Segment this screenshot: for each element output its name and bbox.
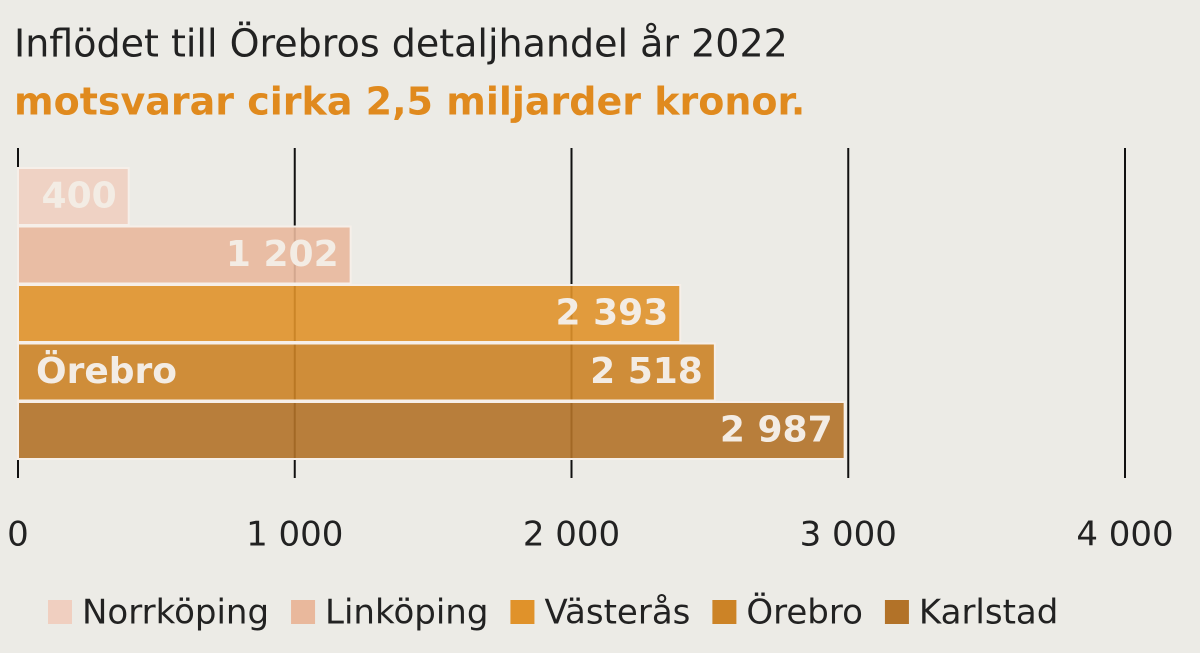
- legend-swatch: [712, 600, 737, 624]
- legend-label: Västerås: [544, 593, 690, 633]
- chart-title: Inflödet till Örebros detaljhandel år 20…: [14, 22, 788, 66]
- bar: [17, 284, 682, 343]
- chart-subtitle: motsvarar cirka 2,5 miljarder kronor.: [14, 80, 805, 124]
- x-tick-label: 2 000: [523, 515, 620, 555]
- value-label: 2 518: [590, 351, 703, 392]
- value-label: 400: [42, 175, 117, 216]
- x-tick-label: 1 000: [246, 515, 343, 555]
- legend-label: Karlstad: [919, 593, 1058, 633]
- value-label: 2 987: [720, 409, 833, 450]
- legend-swatch: [291, 600, 316, 624]
- value-label: 1 202: [226, 234, 339, 275]
- legend-label: Örebro: [746, 592, 863, 633]
- bar: [17, 401, 846, 460]
- bar: [17, 225, 352, 285]
- x-tick-label: 3 000: [800, 515, 897, 555]
- legend-label: Linköping: [325, 593, 488, 633]
- value-label: 2 393: [556, 292, 669, 333]
- legend-label: Norrköping: [82, 593, 269, 633]
- bar: [17, 342, 716, 402]
- bar: [17, 167, 130, 226]
- x-tick-label: 0: [7, 515, 29, 555]
- bar-annotation: Örebro: [36, 350, 177, 392]
- legend-swatch: [48, 600, 72, 624]
- legend-swatch: [510, 600, 535, 624]
- legend-swatch: [884, 600, 909, 624]
- x-tick-label: 4 000: [1076, 515, 1173, 555]
